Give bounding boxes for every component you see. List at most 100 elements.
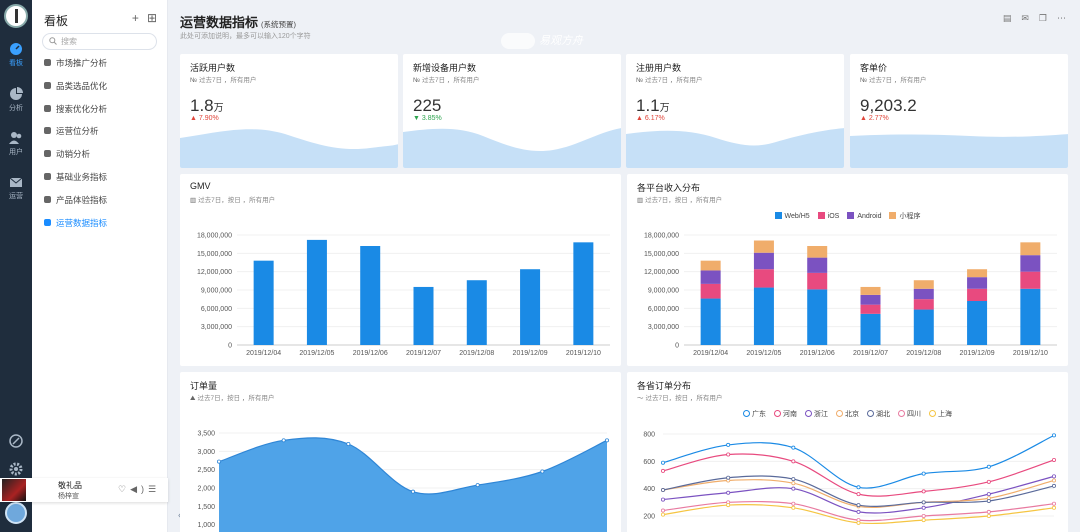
y-tick-label: 9,000,000 <box>648 288 679 295</box>
filter-icon: № <box>636 77 643 84</box>
board-item[interactable]: 基础业务指标 <box>44 170 107 193</box>
stacked-bar-segment <box>700 270 721 284</box>
add-board-button[interactable]: + <box>131 11 139 25</box>
gmv-card[interactable]: GMV ▥ 过去7日，按日 ，所有用户 0 3,000,000 6,000,000 9,… <box>180 174 621 366</box>
app-logo[interactable] <box>4 4 28 28</box>
province-point <box>791 481 796 486</box>
board-item[interactable]: 动销分析 <box>44 147 107 170</box>
board-item[interactable]: 搜索优化分析 <box>44 102 107 125</box>
legend-item[interactable]: Web/H5 <box>774 212 810 220</box>
player-controls[interactable]: ♡◀)☰ <box>118 484 161 494</box>
stacked-bar-segment <box>967 301 988 345</box>
board-item-label: 搜索优化分析 <box>56 103 108 114</box>
province-point <box>986 513 991 518</box>
legend-item[interactable]: 浙江 <box>805 410 828 418</box>
mail-share-icon[interactable]: ✉ <box>1021 13 1029 23</box>
stacked-bar-segment <box>1020 242 1041 256</box>
board-icon <box>44 104 51 112</box>
link-icon[interactable] <box>8 433 24 449</box>
x-tick-label: 2019/12/09 <box>960 350 995 357</box>
legend-item[interactable]: 四川 <box>898 410 921 418</box>
card-title: 注册用户数 <box>636 63 682 73</box>
board-item[interactable]: 市场推广分析 <box>44 56 107 79</box>
legend-label: 广东 <box>752 411 766 418</box>
legend-label: Web/H5 <box>784 213 810 220</box>
board-item[interactable]: 运营位分析 <box>44 124 107 147</box>
line-chart-icon: 〜 <box>637 395 644 402</box>
kpi-unit: 万 <box>659 103 670 114</box>
card-title: 客单价 <box>860 63 888 73</box>
system-badge: (系统预置) <box>261 20 297 29</box>
province-point <box>661 460 666 465</box>
province-point <box>921 500 926 505</box>
y-tick-label: 1,000 <box>197 522 215 529</box>
more-icon[interactable]: ⋯ <box>1057 13 1066 23</box>
album-cover[interactable] <box>2 479 26 501</box>
rail-item-users[interactable]: 用户 <box>0 131 32 157</box>
rail-item-operations[interactable]: 运营 <box>0 175 32 201</box>
province-point <box>856 509 861 514</box>
filter-icon: № <box>190 77 197 84</box>
y-tick-label: 0 <box>675 343 679 350</box>
legend-item[interactable]: 湖北 <box>867 410 890 418</box>
gmv-bar-chart: 0 3,000,000 6,000,000 9,000,000 12,000,000 15… <box>197 233 610 357</box>
nav-rail: 看板 分析 用户 运营 <box>0 0 32 532</box>
gmv-bar <box>520 269 541 345</box>
province-point <box>856 485 861 490</box>
orders-point <box>281 438 286 443</box>
board-item[interactable]: 产品体验指标 <box>44 193 107 216</box>
legend-item[interactable]: 广东 <box>743 410 766 418</box>
legend-item[interactable]: 北京 <box>836 410 859 418</box>
legend-item[interactable]: 河南 <box>774 410 797 418</box>
x-tick-label: 2019/12/08 <box>906 350 941 357</box>
y-tick-label: 3,000 <box>197 449 215 456</box>
kpi-card-order-value[interactable]: 客单价 № 过去7日 ，所有用户 9,203.2 ▲ 2.77% <box>850 54 1068 168</box>
search-input[interactable]: 搜索 <box>42 33 157 50</box>
card-subtitle: № 过去7日 ，所有用户 <box>860 74 926 84</box>
province-point <box>661 468 666 473</box>
layout-icon[interactable]: ▤ <box>1002 13 1012 23</box>
stacked-bar-segment <box>1020 255 1041 272</box>
stacked-bar-segment <box>753 287 774 345</box>
platform-card[interactable]: 各平台收入分布 ▥ 过去7日，按日 ，所有用户 Web/H5 iOS Android 小… <box>627 174 1068 366</box>
up-arrow-icon: ▲ <box>860 115 869 122</box>
y-tick-label: 6,000,000 <box>201 306 232 313</box>
legend-marker <box>929 410 936 417</box>
province-point <box>661 508 666 513</box>
stacked-bar-segment <box>967 288 988 301</box>
kpi-card-registered-users[interactable]: 注册用户数 № 过去7日 ，所有用户 1.1万 ▲ 6.17% <box>626 54 844 168</box>
legend-item[interactable]: 上海 <box>929 410 952 418</box>
stacked-bar-segment <box>967 269 988 278</box>
rail-item-dashboard[interactable]: 看板 <box>0 42 32 68</box>
filter-icon: № <box>413 77 420 84</box>
legend-item[interactable]: 小程序 <box>889 212 920 220</box>
orders-card[interactable]: 订单量 ⛰过去7日，按日 ，所有用户 5001,0001,5002,0002,5… <box>180 372 621 532</box>
avatar[interactable] <box>5 502 27 524</box>
card-title: 活跃用户数 <box>190 63 236 73</box>
page-description[interactable]: 此处可添加说明，最多可以输入120个字符 <box>180 33 311 40</box>
province-point <box>1051 483 1056 488</box>
province-card[interactable]: 各省订单分布 〜过去7日，按日 ，所有用户 广东 河南 浙江 北京 湖北 四川 上海 200… <box>627 372 1068 532</box>
y-tick-label: 15,000,000 <box>197 251 232 258</box>
province-point <box>726 442 731 447</box>
copy-icon[interactable]: ❐ <box>1038 13 1047 23</box>
gear-icon[interactable] <box>8 461 24 477</box>
legend-label: 四川 <box>907 411 921 418</box>
province-point <box>986 509 991 514</box>
board-item-active[interactable]: 运营数据指标 <box>44 216 107 239</box>
x-tick-label: 2019/12/08 <box>459 350 494 357</box>
rail-item-analysis[interactable]: 分析 <box>0 87 32 113</box>
legend-item[interactable]: Android <box>847 212 881 220</box>
province-point <box>791 459 796 464</box>
kpi-card-new-devices[interactable]: 新增设备用户数 № 过去7日 ，所有用户 225 ▼ 3.85% <box>403 54 621 168</box>
board-item-label: 运营数据指标 <box>56 217 108 228</box>
province-point <box>1051 457 1056 462</box>
board-item[interactable]: 品类选品优化 <box>44 79 107 102</box>
board-icon <box>44 172 51 180</box>
stacked-bar-segment <box>1020 271 1041 289</box>
kpi-unit: 万 <box>213 103 224 114</box>
legend-item[interactable]: iOS <box>817 212 839 220</box>
grid-view-button[interactable]: ⊞ <box>146 11 157 25</box>
kpi-card-active-users[interactable]: 活跃用户数 № 过去7日 ，所有用户 1.8万 ▲ 7.90% <box>180 54 398 168</box>
